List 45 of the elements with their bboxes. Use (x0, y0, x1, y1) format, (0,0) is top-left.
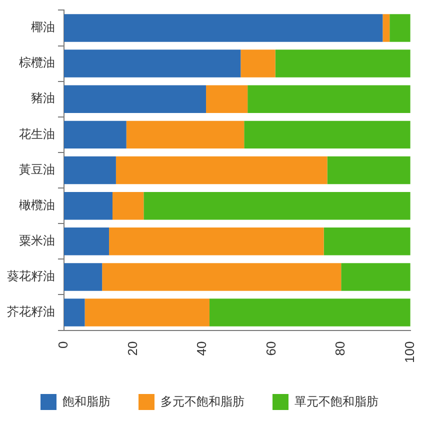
bar (244, 120, 410, 149)
y-tick-label: 橄欖油 (19, 198, 55, 212)
bar (64, 228, 110, 256)
bar (382, 14, 390, 42)
y-tick-label: 棕欖油 (19, 56, 55, 70)
bar (341, 263, 410, 291)
bar (275, 50, 410, 78)
bar (144, 192, 410, 220)
x-tick-label: 80 (332, 341, 348, 356)
y-tick-label: 芥花籽油 (7, 304, 55, 319)
bar (64, 14, 383, 42)
bar (64, 50, 241, 78)
bar (126, 120, 244, 149)
bar (327, 156, 410, 184)
x-tick-label: 40 (194, 341, 210, 356)
bar (64, 120, 126, 149)
bar (102, 263, 342, 291)
bar (64, 192, 112, 220)
bar (209, 298, 410, 326)
y-tick-label: 黃豆油 (19, 162, 55, 176)
bar (116, 156, 328, 184)
bar (112, 192, 144, 220)
bar (324, 228, 410, 256)
y-tick-label: 豬油 (31, 91, 55, 106)
bar (64, 298, 85, 326)
x-tick-label: 20 (124, 341, 140, 356)
y-tick-label: 花生油 (19, 126, 55, 141)
x-tick-label: 0 (56, 341, 71, 349)
legend-label: 飽和脂肪 (62, 394, 110, 408)
y-tick-label: 粟米油 (19, 234, 55, 248)
y-tick-label: 葵花籽油 (7, 269, 55, 284)
bar (64, 156, 116, 184)
bar (109, 228, 324, 256)
bar (64, 85, 206, 113)
x-tick-label: 100 (402, 341, 417, 364)
legend-label: 單元不飽和脂肪 (294, 394, 378, 408)
bar (240, 50, 276, 78)
bar (64, 263, 102, 291)
bar (84, 298, 210, 326)
bar (390, 14, 410, 42)
x-tick-label: 60 (263, 341, 278, 356)
bar (248, 85, 410, 113)
y-tick-label: 椰油 (31, 20, 55, 34)
bar (206, 85, 248, 113)
legend-label: 多元不飽和脂肪 (160, 394, 244, 408)
